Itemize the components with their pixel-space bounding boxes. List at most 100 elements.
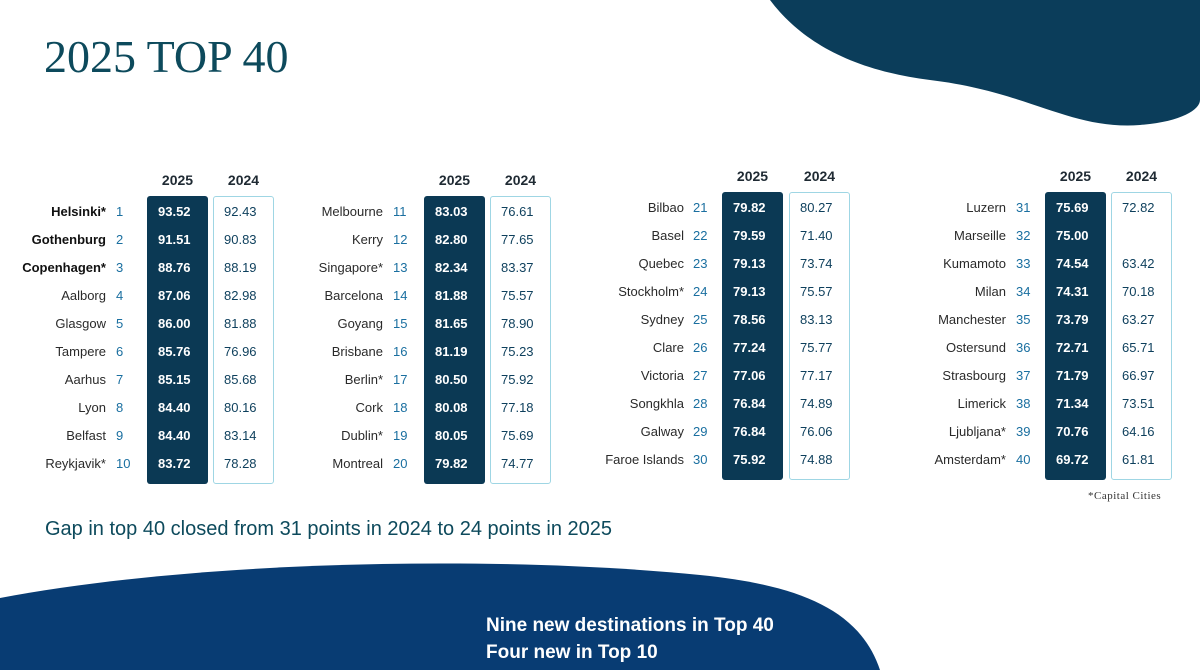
city-name: Berlin* [344,372,383,387]
score-2025: 85.15 [158,372,191,387]
footnote: *Capital Cities [1088,490,1162,502]
rank: 22 [693,228,708,243]
rank: 26 [693,340,708,355]
score-2025: 79.59 [733,228,766,243]
score-2025: 75.92 [733,452,766,467]
rank: 34 [1016,284,1031,299]
score-2024: 66.97 [1122,368,1155,383]
previous-year-column [213,196,274,484]
score-2024: 70.18 [1122,284,1155,299]
score-2025: 80.50 [435,372,468,387]
score-2024: 63.27 [1122,312,1155,327]
score-2025: 72.71 [1056,340,1089,355]
score-2025: 81.65 [435,316,468,331]
score-2024: 83.14 [224,428,257,443]
score-2024: 78.28 [224,456,257,471]
city-name: Sydney [640,312,684,327]
score-2025: 71.34 [1056,396,1089,411]
score-2025: 75.69 [1056,200,1089,215]
city-name: Aalborg [61,288,106,303]
rank: 36 [1016,340,1031,355]
score-2025: 85.76 [158,344,191,359]
rank: 15 [393,316,408,331]
score-2024: 75.57 [501,288,534,303]
score-2025: 79.82 [733,200,766,215]
city-name: Reykjavik* [45,456,106,471]
rank: 33 [1016,256,1031,271]
score-2025: 77.24 [733,340,766,355]
score-2025: 70.76 [1056,424,1089,439]
rank: 3 [116,260,124,275]
score-2025: 73.79 [1056,312,1089,327]
score-2024: 76.61 [501,204,534,219]
city-name: Quebec [638,256,684,271]
rank: 27 [693,368,708,383]
column-header: 2024 [227,172,260,188]
column-header: 2024 [504,172,537,188]
city-name: Marseille [953,228,1006,243]
score-2024: 77.65 [501,232,534,247]
top-wave [770,0,1200,126]
score-2025: 81.88 [435,288,468,303]
score-2025: 87.06 [158,288,191,303]
score-2025: 69.72 [1056,452,1089,467]
column-header: 2025 [1059,168,1092,184]
score-2025: 75.00 [1056,228,1089,243]
city-name: Tampere [55,344,106,359]
city-name: Singapore* [318,260,383,275]
rank: 32 [1016,228,1031,243]
column-header: 2025 [161,172,194,188]
score-2024: 71.40 [800,228,833,243]
city-name: Clare [652,340,684,355]
column-header: 2024 [1125,168,1158,184]
rank: 10 [116,456,131,471]
city-name: Amsterdam* [934,452,1006,467]
city-name: Kumamoto [943,256,1006,271]
city-name: Gothenburg [31,232,106,247]
city-name: Goyang [337,316,383,331]
score-2025: 83.72 [158,456,191,471]
rank: 19 [393,428,408,443]
rank: 13 [393,260,408,275]
score-2025: 80.08 [435,400,468,415]
rank: 20 [393,456,408,471]
city-name: Helsinki* [51,204,106,219]
highlight: Nine new destinations in Top 40 [486,615,774,636]
rank: 7 [116,372,124,387]
current-year-column [147,196,208,484]
city-name: Manchester [938,312,1006,327]
score-2024: 92.43 [224,204,257,219]
score-2024: 78.90 [501,316,534,331]
rank: 31 [1016,200,1031,215]
rank: 12 [393,232,408,247]
city-name: Dublin* [341,428,383,443]
city-name: Ostersund [946,340,1006,355]
previous-year-column [789,192,850,480]
rank: 9 [116,428,124,443]
column-header: 2025 [438,172,471,188]
rank: 6 [116,344,124,359]
city-name: Lyon [78,400,106,415]
score-2025: 82.34 [435,260,468,275]
previous-year-column [1111,192,1172,480]
rank: 25 [693,312,708,327]
city-name: Barcelona [324,288,383,303]
score-2025: 79.13 [733,284,766,299]
score-2025: 78.56 [733,312,766,327]
column-header: 2025 [736,168,769,184]
score-2024: 83.13 [800,312,833,327]
highlight: Four new in Top 10 [486,642,658,663]
score-2024: 76.06 [800,424,833,439]
city-name: Belfast [66,428,106,443]
score-2025: 79.13 [733,256,766,271]
score-2024: 88.19 [224,260,257,275]
bottom-wave [0,563,880,670]
score-2024: 74.77 [501,456,534,471]
score-2025: 86.00 [158,316,191,331]
rank: 14 [393,288,408,303]
score-2024: 61.81 [1122,452,1155,467]
score-2025: 80.05 [435,428,468,443]
rank: 8 [116,400,124,415]
city-name: Copenhagen* [22,260,106,275]
